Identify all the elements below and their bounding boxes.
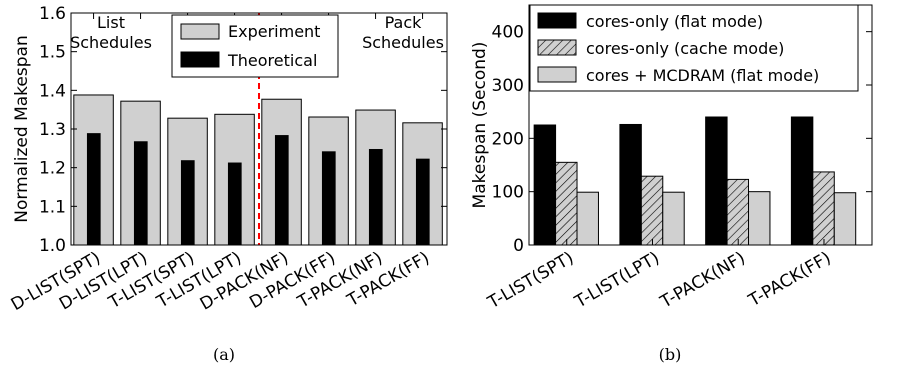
bar-cores-only-cache-mode-t-list-spt bbox=[555, 161, 578, 246]
chart-b-caption: (b) bbox=[659, 345, 682, 364]
bar-cores-only-cache-mode-t-pack-ff bbox=[812, 171, 835, 246]
chart-a-y-tick-label: 1.3 bbox=[39, 120, 66, 140]
chart-a-y-tick-label: 1.0 bbox=[39, 236, 66, 256]
chart-a-y-tick-label: 1.2 bbox=[39, 159, 66, 179]
legend-swatch-cores-only-flat bbox=[537, 12, 577, 29]
bar-cores-only-flat-mode-t-list-lpt bbox=[619, 123, 642, 246]
bar-theoretical-t-list-lpt bbox=[227, 162, 242, 246]
bar-cores-only-flat-mode-t-pack-nf bbox=[705, 116, 728, 246]
bar-theoretical-d-list-spt bbox=[86, 133, 101, 246]
chart-a-y-tick-label: 1.5 bbox=[39, 43, 66, 63]
chart-a-legend: Experiment Theoretical bbox=[171, 14, 339, 78]
legend-label-cores-only-flat: cores-only (flat mode) bbox=[586, 12, 763, 31]
chart-b-y-label: Makespan (Second) bbox=[470, 42, 490, 209]
legend-b-frame bbox=[529, 4, 859, 92]
annotation-pack-schedules-line2: Schedules bbox=[362, 33, 444, 52]
chart-b-x-tick-label: T-PACK(NF) bbox=[656, 248, 748, 313]
chart-a: 1.01.11.21.31.41.51.6 D-LIST(SPT)D-LIST(… bbox=[8, 4, 448, 364]
chart-b-x-tick-label: T-PACK(FF) bbox=[745, 248, 835, 311]
bar-theoretical-t-pack-ff bbox=[415, 158, 430, 246]
bar-theoretical-d-pack-nf bbox=[274, 135, 289, 246]
chart-a-y-axis: 1.0 1.1 1.2 1.3 1.4 1.5 1.6 bbox=[39, 4, 447, 256]
chart-a-y-label: Normalized Makespan bbox=[12, 35, 32, 222]
bar-theoretical-d-list-lpt bbox=[133, 141, 148, 246]
chart-b-y-tick-label: 400 bbox=[492, 23, 524, 43]
chart-b-y-tick-label: 0 bbox=[513, 236, 524, 256]
bar-cores-mcdram-flat-mode-t-pack-nf bbox=[748, 191, 771, 246]
chart-b-y-axis: 0 100 200 300 400 bbox=[492, 23, 872, 256]
chart-b-legend: cores-only (flat mode) cores-only (cache… bbox=[529, 4, 859, 92]
legend-swatch-cores-only-cache bbox=[537, 39, 577, 56]
chart-a-y-tick-label: 1.4 bbox=[39, 81, 66, 101]
annotation-pack-schedules-line1: Pack bbox=[385, 13, 423, 32]
bar-cores-mcdram-flat-mode-t-list-lpt bbox=[662, 191, 685, 246]
legend-swatch-experiment bbox=[180, 23, 220, 40]
chart-a-y-tick-label: 1.6 bbox=[39, 4, 66, 24]
chart-a-bars bbox=[73, 94, 443, 246]
bar-cores-only-flat-mode-t-list-spt bbox=[533, 124, 557, 246]
bar-theoretical-t-pack-nf bbox=[368, 148, 383, 246]
legend-swatch-cores-mcdram-flat bbox=[537, 66, 577, 83]
chart-a-y-tick-label: 1.1 bbox=[39, 197, 66, 217]
chart-a-caption: (a) bbox=[213, 345, 235, 364]
legend-label-cores-mcdram-flat: cores + MCDRAM (flat mode) bbox=[586, 66, 819, 85]
legend-label-cores-only-cache: cores-only (cache mode) bbox=[586, 39, 784, 58]
bar-theoretical-d-pack-ff bbox=[321, 151, 336, 246]
annotation-list-schedules-line2: Schedules bbox=[70, 33, 152, 52]
chart-b-y-tick-label: 200 bbox=[492, 129, 524, 149]
chart-b-y-tick-label: 100 bbox=[492, 183, 524, 203]
bar-cores-mcdram-flat-mode-t-pack-ff bbox=[833, 192, 857, 246]
chart-b-x-tick-label: T-LIST(LPT) bbox=[571, 248, 663, 313]
bar-cores-only-cache-mode-t-pack-nf bbox=[726, 178, 750, 246]
legend-label-experiment: Experiment bbox=[228, 22, 320, 41]
chart-b-x-tick-label: T-LIST(SPT) bbox=[484, 248, 577, 313]
annotation-list-schedules-line1: List bbox=[97, 13, 125, 32]
legend-swatch-theoretical bbox=[180, 51, 220, 68]
bar-cores-only-cache-mode-t-list-lpt bbox=[640, 175, 664, 246]
chart-b-bars bbox=[533, 116, 857, 246]
bar-cores-mcdram-flat-mode-t-list-spt bbox=[576, 191, 599, 246]
legend-label-theoretical: Theoretical bbox=[227, 51, 317, 70]
bar-cores-only-flat-mode-t-pack-ff bbox=[790, 116, 814, 246]
chart-b-y-tick-label: 300 bbox=[492, 76, 524, 96]
bar-theoretical-t-list-spt bbox=[180, 160, 195, 246]
